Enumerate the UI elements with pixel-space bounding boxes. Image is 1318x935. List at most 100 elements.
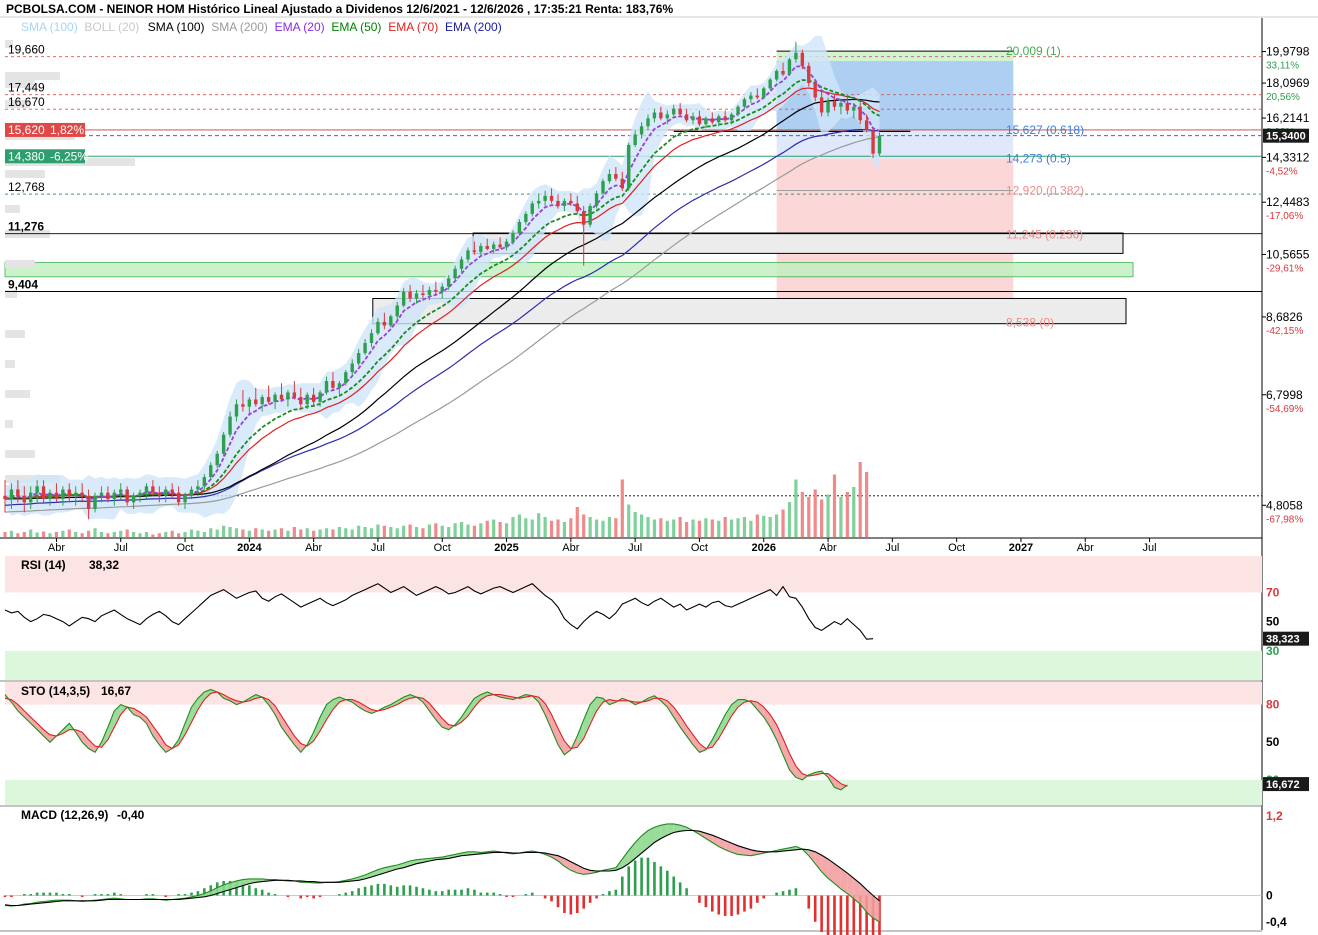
candle-body — [601, 181, 605, 194]
volume-bar — [164, 532, 168, 537]
y-tick-label: 6,7998 — [1266, 388, 1303, 402]
volume-bar — [749, 520, 753, 537]
volume-bar — [241, 529, 245, 537]
bollinger-band — [5, 35, 880, 520]
candle-body — [556, 200, 560, 207]
candle-body — [819, 97, 824, 113]
candle-body — [678, 108, 682, 115]
macd-histogram-bar — [530, 892, 534, 896]
volume-bar — [852, 487, 856, 537]
macd-histogram-bar — [248, 885, 251, 896]
volume-bar — [440, 525, 444, 537]
rsi-badge — [1263, 631, 1309, 646]
macd-histogram-bar — [813, 895, 817, 922]
candle-body — [491, 244, 496, 249]
volume-bar — [260, 529, 264, 537]
volume-bar — [125, 529, 129, 537]
macd-histogram-bar — [524, 894, 528, 896]
volume-bar — [607, 517, 612, 537]
sto-fill — [551, 714, 558, 745]
macd-histogram-bar — [402, 885, 405, 896]
candle-body — [691, 116, 695, 121]
volume-bar — [594, 519, 599, 537]
volume-bar — [479, 523, 483, 537]
macd-y-tick: -0,4 — [1266, 915, 1287, 929]
macd-histogram-bar — [601, 894, 605, 896]
macd-histogram-bar — [672, 876, 676, 896]
macd-histogram-bar — [113, 892, 116, 896]
candle-body — [112, 492, 117, 500]
candle-body — [852, 106, 856, 111]
macd-fill — [660, 823, 668, 839]
macd-histogram-bar — [852, 895, 856, 935]
macd-histogram-bar — [383, 883, 386, 896]
y-tick-label: 10,5655 — [1266, 247, 1310, 261]
macd-histogram-bar — [582, 895, 586, 909]
volume-bar — [414, 527, 419, 537]
macd-histogram-bar — [151, 894, 155, 896]
volume-bar — [189, 529, 194, 537]
volume-bar — [286, 530, 290, 537]
volume-bar — [434, 523, 438, 537]
sto-fill — [390, 700, 398, 708]
macd-histogram-bar — [61, 894, 65, 896]
macd-histogram-bar — [273, 894, 277, 896]
sto-fill — [590, 697, 597, 725]
volume-bar — [215, 529, 219, 537]
sto-fill — [197, 692, 205, 710]
macd-fill — [223, 882, 231, 892]
macd-histogram-bar — [183, 894, 187, 896]
candle-body — [575, 203, 579, 212]
macd-fill — [860, 883, 867, 913]
candle-body — [389, 316, 393, 326]
macd-fill — [557, 855, 565, 867]
candle-body — [614, 174, 618, 179]
candle-body — [74, 492, 78, 496]
candle-body — [742, 99, 747, 107]
macd-histogram-bar — [29, 894, 33, 896]
sto-badge-label: 16,672 — [1266, 779, 1300, 791]
volume-bar — [672, 519, 676, 537]
volume-bar — [775, 514, 779, 537]
macd-histogram-bar — [608, 891, 611, 896]
y-tick-percent: -4,52% — [1266, 166, 1298, 177]
macd-fill — [866, 889, 874, 919]
macd-histogram-bar — [421, 888, 425, 896]
candle-body — [697, 116, 702, 125]
macd-histogram-bar — [666, 870, 669, 896]
volume-bar — [601, 520, 605, 537]
volume-bar — [61, 530, 65, 537]
volume-bar — [794, 479, 798, 537]
candle-body — [369, 333, 374, 343]
volume-bar — [459, 522, 464, 537]
x-tick-label: Abr — [562, 542, 579, 554]
legend-item: SMA (100) — [148, 20, 205, 34]
candle-body — [562, 200, 567, 207]
volume-bar — [646, 517, 650, 537]
candle-body — [736, 106, 740, 115]
sto-fill — [583, 704, 591, 739]
sto-fill — [403, 694, 411, 701]
volume-bar — [299, 529, 303, 537]
candle-body — [3, 495, 7, 500]
volume-bar — [453, 523, 457, 537]
volume-bar — [67, 529, 71, 537]
macd-histogram-bar — [460, 889, 463, 896]
volume-bar — [633, 512, 637, 537]
sto-badge — [1263, 777, 1309, 792]
macd-histogram-bar — [434, 891, 438, 896]
macd-histogram-bar — [235, 880, 238, 896]
volume-profile-bar — [5, 390, 30, 398]
volume-bar — [742, 517, 747, 537]
macd-histogram-bar — [846, 895, 849, 935]
volume-bar — [697, 520, 702, 537]
volume-bar — [858, 462, 862, 537]
macd-fill — [622, 850, 629, 868]
candle-body — [421, 293, 425, 296]
candle-body — [607, 174, 612, 182]
volume-bar — [350, 529, 354, 537]
candle-body — [813, 83, 817, 98]
macd-fill — [873, 895, 880, 923]
sto-fill — [43, 729, 51, 743]
candle-body — [646, 118, 650, 127]
